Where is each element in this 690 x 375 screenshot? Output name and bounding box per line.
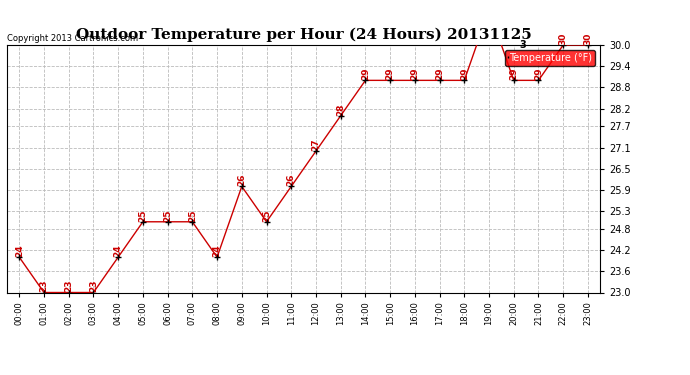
Text: 25: 25 bbox=[163, 209, 172, 222]
Text: 28: 28 bbox=[336, 103, 345, 116]
Text: 29: 29 bbox=[534, 68, 543, 80]
Title: Outdoor Temperature per Hour (24 Hours) 20131125: Outdoor Temperature per Hour (24 Hours) … bbox=[76, 28, 531, 42]
Text: 30: 30 bbox=[584, 33, 593, 45]
Text: 29: 29 bbox=[460, 68, 469, 80]
Text: 25: 25 bbox=[188, 209, 197, 222]
Text: 26: 26 bbox=[287, 174, 296, 186]
Text: 3: 3 bbox=[520, 40, 526, 50]
Text: 23: 23 bbox=[39, 280, 48, 292]
Text: 26: 26 bbox=[237, 174, 246, 186]
Text: 25: 25 bbox=[262, 209, 271, 222]
Text: 23: 23 bbox=[64, 280, 73, 292]
Text: 31: 31 bbox=[0, 374, 1, 375]
Text: 24: 24 bbox=[213, 244, 221, 257]
Text: 29: 29 bbox=[386, 68, 395, 80]
Text: 29: 29 bbox=[435, 68, 444, 80]
Text: Copyright 2013 Cartronics.com: Copyright 2013 Cartronics.com bbox=[7, 33, 138, 42]
Text: 29: 29 bbox=[411, 68, 420, 80]
Text: 29: 29 bbox=[509, 68, 518, 80]
Text: 30: 30 bbox=[559, 33, 568, 45]
Text: 25: 25 bbox=[139, 209, 148, 222]
Text: 27: 27 bbox=[311, 138, 320, 151]
Legend: Temperature (°F): Temperature (°F) bbox=[504, 50, 595, 66]
Text: 24: 24 bbox=[14, 244, 23, 257]
Text: 24: 24 bbox=[114, 244, 123, 257]
Text: 23: 23 bbox=[89, 280, 98, 292]
Text: 29: 29 bbox=[361, 68, 370, 80]
